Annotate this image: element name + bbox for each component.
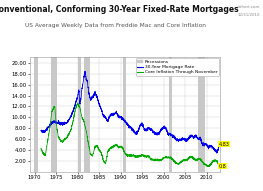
Legend: Recessions, 30-Year Mortgage Rate, Core Inflation Through November: Recessions, 30-Year Mortgage Rate, Core … bbox=[136, 58, 219, 76]
Text: 0.8: 0.8 bbox=[219, 163, 227, 168]
Text: 12/31/2010: 12/31/2010 bbox=[238, 13, 260, 17]
Bar bbox=[34, 57, 38, 172]
Text: 4.83: 4.83 bbox=[219, 142, 230, 146]
Bar bbox=[78, 57, 80, 172]
Text: US Average Weekly Data from Freddie Mac and Core Inflation: US Average Weekly Data from Freddie Mac … bbox=[25, 23, 206, 28]
Bar bbox=[84, 57, 90, 172]
Bar bbox=[123, 57, 126, 172]
Bar bbox=[169, 57, 172, 172]
Bar bbox=[51, 57, 57, 172]
Text: dshort.com: dshort.com bbox=[238, 5, 260, 9]
Bar bbox=[198, 57, 205, 172]
Text: Conventional, Conforming 30-Year Fixed-Rate Mortgages: Conventional, Conforming 30-Year Fixed-R… bbox=[0, 5, 239, 14]
